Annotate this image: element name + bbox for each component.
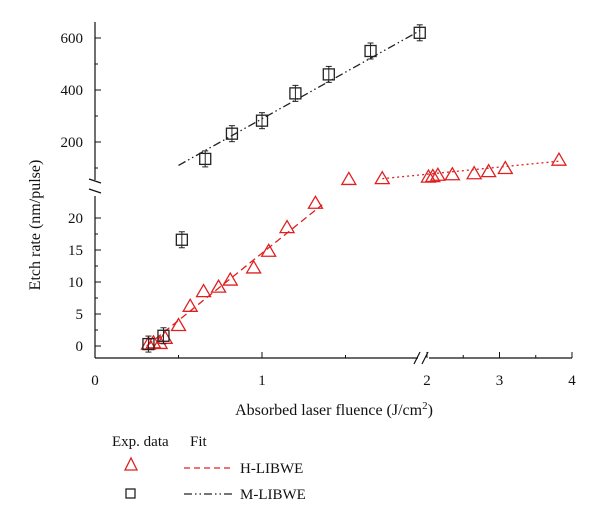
x-axis-title-close: ) — [428, 402, 433, 419]
data-point-h-libwe — [374, 170, 391, 185]
y-tick-label: 400 — [61, 83, 84, 99]
data-point-h-libwe — [245, 259, 262, 274]
x-tick-label: 1 — [258, 373, 266, 389]
data-point-h-libwe — [429, 166, 447, 181]
data-point-h-libwe — [278, 219, 296, 234]
y-tick-label: 5 — [76, 307, 84, 323]
x-axis-break-mark — [413, 351, 421, 365]
x-axis-title-superscript: 2 — [422, 400, 428, 412]
y-axis-title: Etch rate (nm/pulse) — [27, 160, 44, 291]
y-axis-break-mark — [88, 188, 102, 194]
data-point-h-libwe — [170, 317, 187, 332]
x-tick-label: 0 — [91, 373, 99, 389]
data-point-h-libwe — [307, 194, 324, 209]
legend-square-marker — [125, 488, 136, 499]
fit-line-h-libwe — [146, 204, 323, 347]
data-point-h-libwe — [260, 242, 277, 257]
axes: 0 5 10 15 20 200 400 600 0 1 2 3 4 — [61, 22, 576, 389]
legend-header-data: Exp. data — [112, 434, 169, 450]
y-tick-label: 0 — [76, 339, 84, 355]
y-tick-label: 200 — [61, 135, 84, 151]
legend-m-libwe-label: M-LIBWE — [240, 487, 306, 503]
data-point-h-libwe — [182, 298, 199, 312]
fit-lines — [146, 30, 562, 347]
data-point-h-libwe — [340, 171, 357, 186]
x-axis-title-main: Absorbed laser fluence (J/cm — [235, 402, 423, 419]
data-point-h-libwe — [424, 168, 441, 183]
x-tick-label: 2 — [423, 373, 431, 389]
x-axis-title: Absorbed laser fluence (J/cm2) — [235, 400, 433, 419]
data-point-h-libwe — [222, 271, 239, 286]
legend-h-libwe-label: H-LIBWE — [240, 461, 303, 477]
y-tick-label: 15 — [68, 243, 83, 259]
y-tick-label: 10 — [68, 275, 83, 291]
fit-line-m-libwe — [178, 30, 421, 166]
legend-triangle-marker — [123, 456, 139, 471]
data-point-h-libwe — [497, 160, 514, 175]
data-point-h-libwe — [444, 166, 461, 181]
data-point-h-libwe — [480, 163, 497, 178]
data-point-h-libwe — [465, 165, 483, 180]
data-point-h-libwe — [195, 283, 212, 298]
legend-header-fit: Fit — [190, 434, 208, 450]
data-point-h-libwe — [210, 278, 227, 293]
y-axis-break-mark — [88, 178, 102, 184]
data-point-h-libwe — [550, 151, 568, 166]
y-tick-label: 20 — [68, 211, 83, 227]
x-tick-label: 3 — [496, 373, 504, 389]
y-tick-label: 600 — [61, 31, 84, 47]
x-tick-label: 4 — [568, 373, 576, 389]
data-markers — [140, 24, 568, 353]
legend: Exp. data Fit H-LIBWE M-LIBWE — [112, 434, 306, 503]
